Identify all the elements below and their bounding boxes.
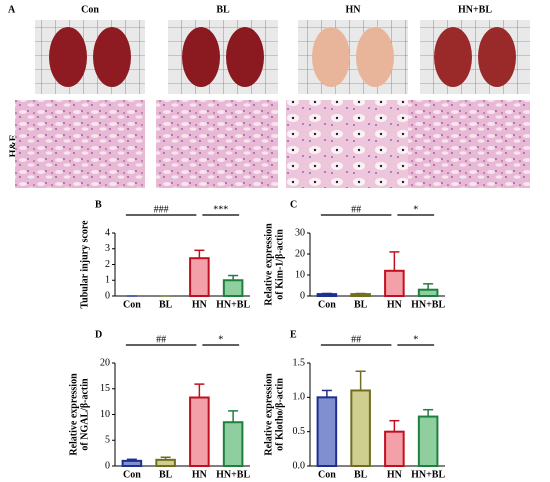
histology bbox=[15, 100, 145, 188]
bar-chart: E Relative expression of Klotho/β-actin 0.0… bbox=[263, 329, 445, 480]
y-tick-label: 15 bbox=[100, 383, 110, 394]
bar bbox=[121, 459, 143, 468]
kidney bbox=[312, 27, 350, 87]
y-tick-label: 30 bbox=[295, 227, 305, 238]
bar bbox=[350, 293, 371, 297]
group-label: HN+BL bbox=[458, 4, 492, 15]
kidney bbox=[182, 27, 220, 87]
x-tick-label: HN+BL bbox=[216, 299, 250, 310]
y-tick-label: 1.0 bbox=[293, 392, 306, 403]
kidney bbox=[478, 27, 516, 87]
x-tick-label: Con bbox=[318, 299, 336, 310]
significance-label: ## bbox=[156, 334, 166, 345]
panel-a: A H&E bbox=[8, 4, 19, 157]
y-tick-label: 3 bbox=[105, 243, 110, 254]
y-tick-label: 20 bbox=[100, 357, 110, 368]
bar bbox=[384, 430, 405, 467]
bar bbox=[384, 269, 405, 297]
x-tick-label: HN bbox=[387, 299, 403, 310]
x-tick-label: HN bbox=[192, 299, 208, 310]
significance-label: ## bbox=[351, 334, 361, 345]
bar bbox=[189, 396, 210, 468]
panel-label: C bbox=[290, 199, 297, 210]
bar bbox=[189, 257, 210, 298]
x-tick-label: HN bbox=[192, 469, 208, 480]
y-tick-label: 20 bbox=[295, 248, 305, 259]
bar bbox=[222, 279, 244, 297]
x-tick-label: Con bbox=[123, 469, 141, 480]
bar-chart: B Tubular injury score 0 1 2 3 4 Con BL HN HN+BL ##… bbox=[79, 199, 250, 310]
x-tick-label: Con bbox=[318, 469, 336, 480]
significance-label: ### bbox=[154, 204, 169, 215]
x-tick-label: BL bbox=[159, 469, 173, 480]
y-tick-label: 10 bbox=[295, 269, 305, 280]
kidney bbox=[49, 27, 87, 87]
panel-label: E bbox=[290, 329, 297, 340]
bar-chart: C Relative expression of Kim-1/β-actin 0 10 2… bbox=[263, 199, 445, 310]
y-tick-label: 1 bbox=[105, 275, 110, 286]
bar bbox=[316, 293, 338, 297]
y-axis-label: Relative expression bbox=[263, 373, 274, 456]
stain-label: H&E bbox=[8, 134, 19, 157]
y-tick-label: 1.5 bbox=[293, 357, 306, 368]
x-tick-label: HN+BL bbox=[411, 469, 445, 480]
bar bbox=[417, 415, 439, 467]
significance-label: * bbox=[413, 334, 418, 345]
y-tick-label: 10 bbox=[100, 409, 110, 420]
bar bbox=[350, 389, 371, 468]
y-tick-label: 0.0 bbox=[293, 460, 306, 471]
y-tick-label: 0 bbox=[300, 290, 305, 301]
y-tick-label: 0 bbox=[105, 460, 110, 471]
y-tick-label: 2 bbox=[105, 259, 110, 270]
y-tick-label: 4 bbox=[105, 227, 110, 238]
significance-label: ## bbox=[351, 204, 361, 215]
histology bbox=[408, 100, 530, 188]
x-tick-label: Con bbox=[123, 299, 141, 310]
histology bbox=[156, 100, 278, 188]
bar bbox=[222, 421, 244, 468]
bar bbox=[417, 288, 439, 298]
bar-chart: D Relative expression of NGAL/β-actin 0 5 10 1… bbox=[68, 329, 250, 480]
group-label: Con bbox=[81, 4, 99, 15]
x-tick-label: BL bbox=[354, 469, 368, 480]
x-tick-label: BL bbox=[354, 299, 368, 310]
y-axis-label: Relative expression bbox=[263, 223, 274, 306]
bar bbox=[155, 458, 176, 468]
group-label: BL bbox=[216, 4, 230, 15]
y-axis-label: Relative expression bbox=[68, 373, 79, 456]
bar bbox=[316, 396, 338, 468]
y-axis-label: of Klotho/β-actin bbox=[274, 378, 285, 451]
y-tick-label: 5 bbox=[105, 435, 110, 446]
group-label: HN bbox=[346, 4, 362, 15]
significance-label: * bbox=[413, 204, 418, 215]
y-tick-label: 0 bbox=[105, 290, 110, 301]
histology bbox=[286, 100, 408, 188]
kidney bbox=[93, 27, 131, 87]
x-tick-label: HN+BL bbox=[411, 299, 445, 310]
y-axis-label: of NGAL/β-actin bbox=[79, 378, 90, 451]
kidney bbox=[226, 27, 264, 87]
x-tick-label: BL bbox=[159, 299, 173, 310]
y-axis-label: of Kim-1/β-actin bbox=[274, 229, 285, 300]
y-tick-label: 0.5 bbox=[293, 426, 306, 437]
kidney bbox=[434, 27, 472, 87]
panel-label: D bbox=[95, 329, 102, 340]
kidney bbox=[356, 27, 394, 87]
significance-label: * bbox=[218, 334, 223, 345]
panel-label: B bbox=[95, 199, 102, 210]
x-tick-label: HN bbox=[387, 469, 403, 480]
y-axis-label: Tubular injury score bbox=[79, 220, 90, 309]
x-tick-label: HN+BL bbox=[216, 469, 250, 480]
significance-label: *** bbox=[213, 204, 228, 215]
panel-label: A bbox=[8, 4, 16, 15]
